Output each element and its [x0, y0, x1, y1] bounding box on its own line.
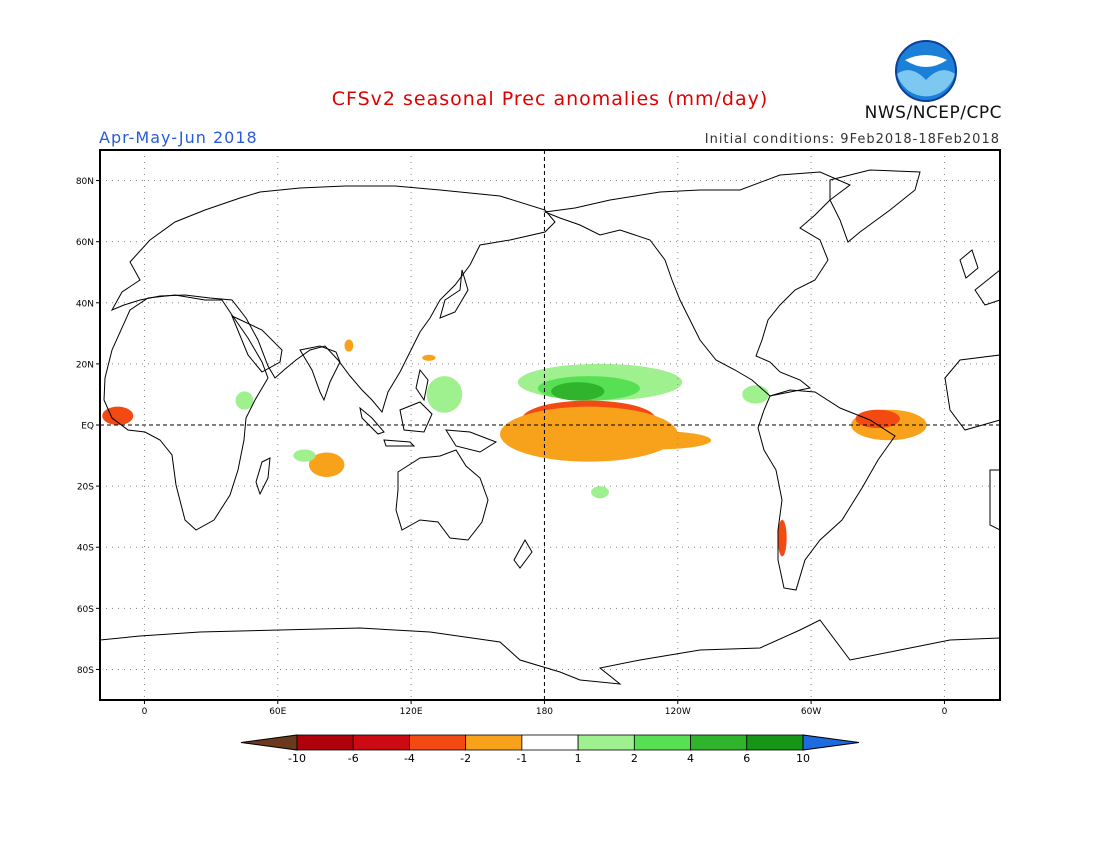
lat-tick-label: 80S [77, 666, 94, 676]
coast-north-america [543, 171, 851, 397]
lat-tick-label: 60S [77, 605, 94, 615]
coast-japan [439, 269, 469, 319]
coast-eurasia [110, 185, 556, 414]
anomaly-pacific-itcz-wet-core [551, 382, 605, 401]
colorbar-label: -1 [516, 752, 527, 765]
anomaly-central-america-wet [742, 385, 769, 404]
lat-tick-label: 80N [76, 177, 94, 187]
coast-antarctica [99, 619, 1001, 685]
anomaly-philippine-sea-dry [422, 354, 436, 361]
colorbar-swatch [465, 734, 523, 751]
colorbar-swatch [577, 734, 635, 751]
coast-madagascar [255, 457, 271, 496]
colorbar-label: 10 [796, 752, 810, 765]
lon-tick-label: 180 [536, 707, 553, 717]
coast-south-america [757, 389, 896, 591]
coast-java [383, 439, 416, 447]
colorbar-swatch [409, 734, 467, 751]
colorbar-swatch [296, 734, 354, 751]
season-label: Apr-May-Jun 2018 [99, 128, 258, 147]
colorbar-label: -6 [348, 752, 359, 765]
lat-tick-label: 40S [77, 544, 94, 554]
initial-conditions-label: Initial conditions: 9Feb2018-18Feb2018 [704, 132, 1000, 147]
colorbar-label: 6 [743, 752, 750, 765]
coast-borneo [399, 401, 433, 433]
lon-tick-label: 0 [942, 707, 948, 717]
colorbar-label: 2 [631, 752, 638, 765]
colorbar-label: 1 [575, 752, 582, 765]
map-title: CFSv2 seasonal Prec anomalies (mm/day) [331, 88, 769, 110]
lon-tick-label: 60W [801, 707, 821, 717]
coast-greenland [829, 169, 921, 243]
noaa-logo-icon [895, 40, 957, 102]
anomaly-south-pacific-dry-tongue [600, 431, 712, 450]
colorbar-label: -10 [288, 752, 306, 765]
colorbar-swatch [521, 734, 579, 751]
coast-new-zealand [513, 538, 533, 569]
colorbar-swatch [633, 734, 691, 751]
map-frame [99, 149, 1001, 701]
agency-label: NWS/NCEP/CPC [864, 103, 1002, 123]
coast-india [299, 345, 341, 402]
lon-tick-label: 0 [142, 707, 148, 717]
coastline-layer [99, 169, 1001, 685]
anomaly-indian-ocean-dry [308, 452, 345, 477]
coast-sumatra [359, 406, 385, 435]
anomaly-maritime-wet [426, 376, 463, 413]
colorbar-swatch [352, 734, 410, 751]
colorbar-label: -2 [460, 752, 471, 765]
lon-tick-label: 60E [269, 707, 286, 717]
anomaly-gulf-of-guinea-dry [102, 406, 134, 426]
lon-tick-label: 120W [665, 707, 691, 717]
anomaly-atlantic-dry [855, 409, 900, 429]
coast-philippines [415, 368, 429, 402]
coast-new-guinea [445, 429, 498, 453]
coast-uk [959, 249, 979, 279]
colorbar-swatch [746, 734, 804, 751]
tick-layer: 80N 60N 40N 20N EQ 20S 40S 60S 80S 0 60E 120E 180 120… [76, 177, 948, 717]
coast-australia [395, 449, 489, 541]
coast-arabia [231, 315, 283, 373]
lon-tick-label: 120E [400, 707, 423, 717]
anomaly-south-indian-wet [293, 449, 316, 462]
lat-tick-label: 20S [77, 483, 94, 493]
colorbar-high-arrow [802, 734, 860, 751]
colorbar: -10 -6 -4 -2 -1 1 2 4 6 10 [240, 734, 860, 765]
anomaly-bay-of-bengal-dry [344, 339, 354, 352]
lat-tick-label: 60N [76, 238, 94, 248]
colorbar-label: -4 [404, 752, 415, 765]
lat-tick-label: EQ [81, 422, 94, 432]
lat-tick-label: 20N [76, 360, 94, 370]
lat-tick-label: 40N [76, 299, 94, 309]
anomaly-east-africa-wet [235, 391, 254, 410]
anomaly-layer [102, 339, 927, 557]
colorbar-swatch [690, 734, 748, 751]
colorbar-low-arrow [240, 734, 298, 751]
colorbar-label: 4 [687, 752, 694, 765]
anomaly-south-pacific-wet [591, 486, 609, 499]
coast-africa [103, 294, 269, 531]
